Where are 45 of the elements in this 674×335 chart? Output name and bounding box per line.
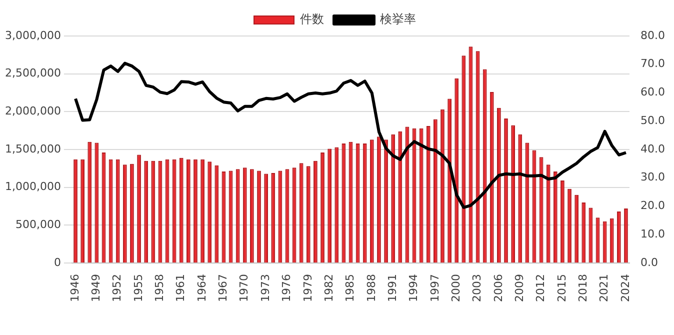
y2-tick-label: 50.0 [640,114,666,127]
x-tick-label: 2006 [492,274,505,302]
y-tick-label: 3,000,000 [5,28,61,42]
legend-label: 検挙率 [380,12,416,26]
x-tick-label: 2021 [598,274,611,302]
x-tick-label: 1964 [195,274,208,302]
x-tick-label: 1985 [344,274,357,302]
x-tick-label: 2024 [618,274,632,302]
x-tick-label: 1967 [216,274,230,302]
x-tick-label: 1961 [174,274,188,302]
y-tick-label: 1,500,000 [5,142,61,156]
y-tick-label: 500,000 [15,218,61,232]
x-tick-label: 2009 [512,274,526,302]
x-tick-label: 1979 [301,274,314,302]
x-tick-label: 1946 [68,274,82,302]
x-tick-label: 1973 [258,274,272,302]
x-tick-label: 1958 [153,274,166,302]
y2-tick-label: 0.0 [640,256,658,269]
x-tick-label: 1976 [280,274,294,302]
x-tick-label: 2018 [576,274,590,302]
x-tick-label: 2000 [449,274,462,302]
y2-tick-label: 20.0 [640,199,666,212]
x-tick-label: 1970 [238,274,251,302]
x-tick-label: 2015 [555,274,568,302]
legend-label: 件数 [300,12,324,26]
x-tick-label: 1952 [110,274,124,302]
x-tick-label: 1982 [322,274,336,302]
x-tick-label: 1988 [364,274,378,302]
y2-tick-label: 40.0 [640,142,666,156]
y-tick-label: 1,000,000 [5,180,61,194]
y2-tick-label: 10.0 [640,227,666,240]
x-tick-label: 1949 [90,274,103,302]
x-tick-label: 2012 [534,274,548,302]
y2-tick-label: 70.0 [640,57,666,70]
y2-tick-label: 30.0 [640,170,666,184]
x-tick-label: 2003 [470,274,484,302]
x-tick-label: 1994 [407,274,420,302]
x-tick-label: 1991 [386,274,399,302]
y-tick-label: 0 [54,256,61,269]
y2-tick-label: 80.0 [640,28,666,42]
x-tick-label: 1955 [132,274,145,302]
y-tick-label: 2,500,000 [5,66,61,80]
y-tick-label: 2,000,000 [5,104,61,118]
y2-tick-label: 60.0 [640,86,666,99]
x-tick-label: 1997 [428,274,442,302]
